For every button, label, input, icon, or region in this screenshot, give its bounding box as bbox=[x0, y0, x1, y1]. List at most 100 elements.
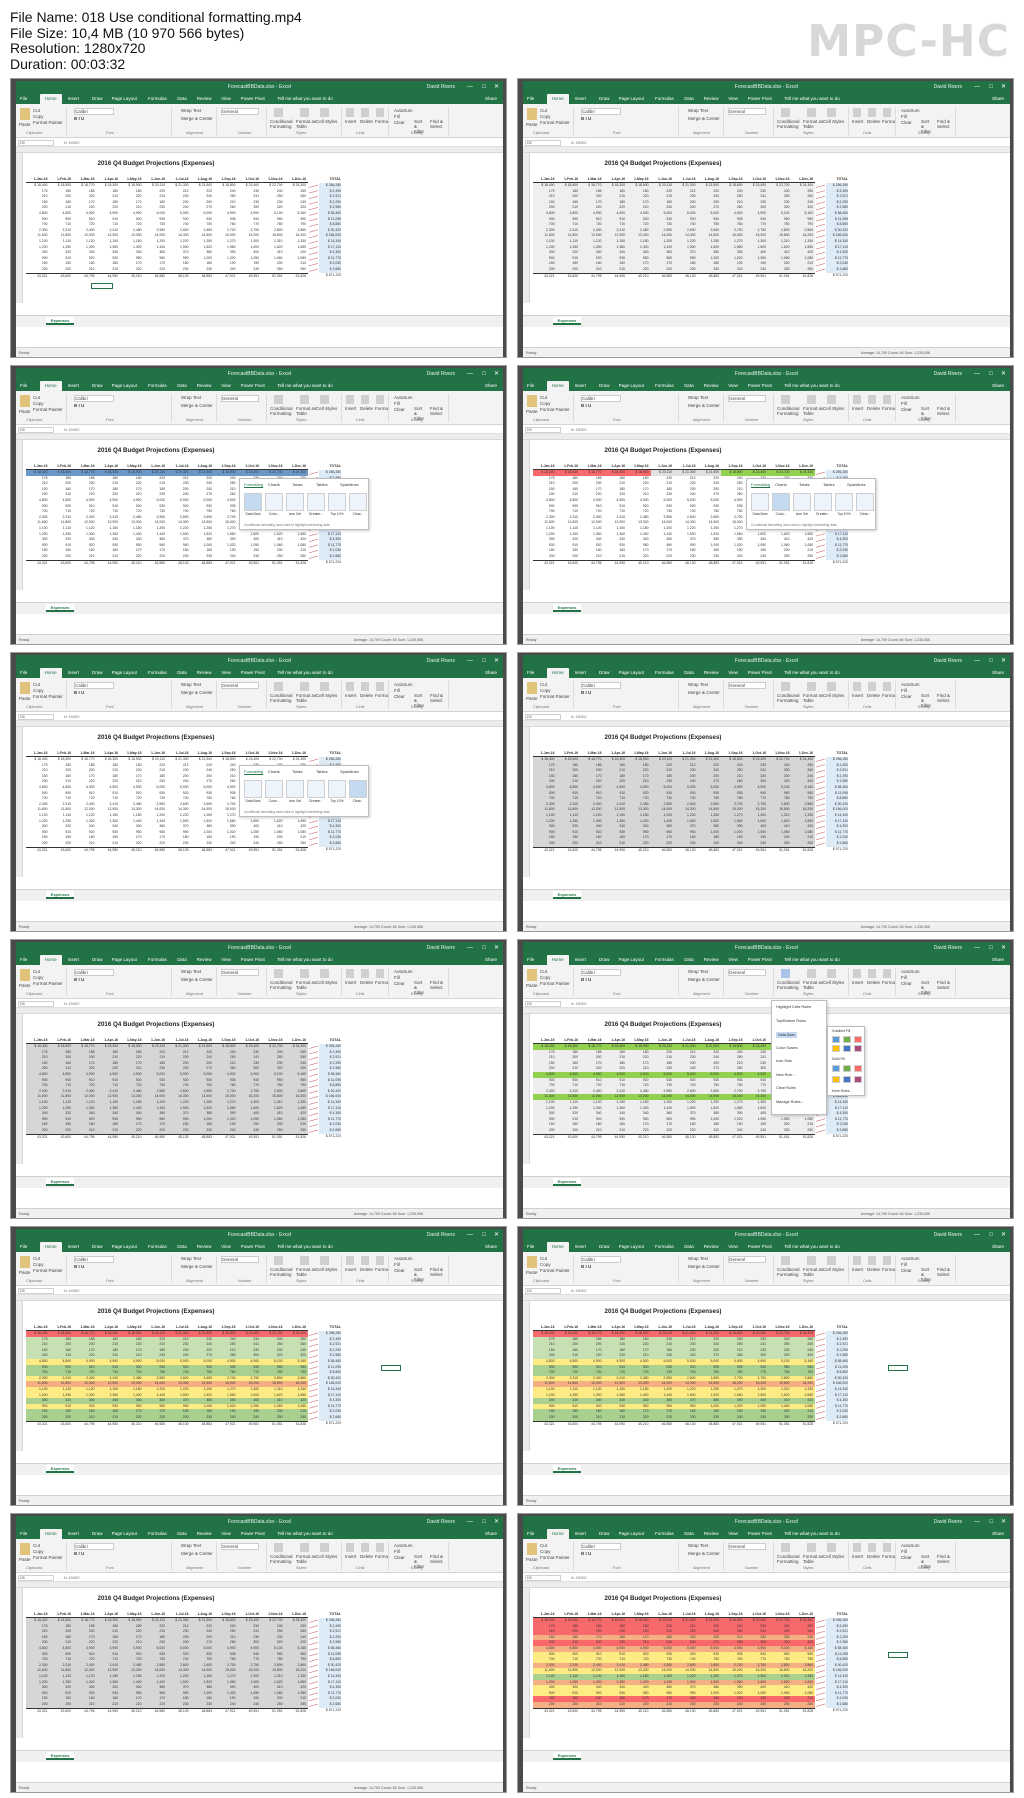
cell[interactable]: 1,100 bbox=[533, 812, 557, 819]
cell[interactable]: 190 bbox=[253, 835, 259, 840]
cell[interactable]: 4,900 bbox=[96, 1071, 120, 1078]
maximize-icon[interactable]: □ bbox=[989, 371, 993, 377]
cell[interactable]: 5,000 bbox=[674, 784, 698, 791]
cell[interactable]: 1,050 bbox=[744, 255, 768, 262]
cell[interactable]: 1,110 bbox=[49, 1386, 73, 1393]
cell[interactable]: 210 bbox=[88, 553, 95, 558]
sort-filter-button[interactable]: Sort & Filter bbox=[414, 1267, 424, 1282]
cell[interactable]: 240 bbox=[182, 779, 189, 784]
cell[interactable]: 1,300 bbox=[73, 1679, 97, 1686]
cell[interactable]: 380 bbox=[206, 824, 212, 829]
format-as-table-icon[interactable] bbox=[807, 969, 816, 978]
cell[interactable]: 43,600 bbox=[567, 560, 578, 565]
cell[interactable]: 2,480 bbox=[640, 514, 649, 519]
cell[interactable]: 710 bbox=[65, 509, 71, 514]
cell[interactable]: 320 bbox=[791, 779, 815, 785]
cell[interactable]: 400 bbox=[253, 824, 259, 829]
cell[interactable]: 200 bbox=[261, 1122, 285, 1128]
tab-review[interactable]: Review bbox=[703, 670, 719, 675]
cell[interactable]: $ 18,800 bbox=[721, 757, 745, 763]
cell[interactable]: 170 bbox=[642, 548, 649, 553]
total-cell[interactable]: $ 2,490 bbox=[319, 188, 341, 195]
cell[interactable]: 250 bbox=[768, 194, 792, 200]
cell[interactable]: 930 bbox=[159, 503, 165, 508]
cell[interactable]: 790 bbox=[300, 222, 306, 227]
cell[interactable]: 150 bbox=[26, 1347, 50, 1354]
cell[interactable]: 1,150 bbox=[603, 1386, 627, 1393]
paste-label[interactable]: Paste bbox=[19, 696, 31, 701]
cf-menu-item[interactable]: Color Scales bbox=[776, 1045, 798, 1050]
cell[interactable]: 14,500 bbox=[201, 807, 212, 812]
delete-button[interactable]: Delete bbox=[360, 693, 374, 698]
cell[interactable]: 11,600 bbox=[533, 807, 557, 813]
cell[interactable]: 200 bbox=[580, 1342, 604, 1348]
fill-button[interactable]: Fill bbox=[901, 401, 907, 406]
format-as-table-button[interactable]: Format as Table bbox=[296, 1267, 317, 1277]
cell[interactable]: 240 bbox=[674, 779, 698, 785]
total-cell[interactable]: $ 2,030 bbox=[319, 1122, 341, 1128]
cell[interactable]: 48,883 bbox=[201, 1708, 212, 1713]
cell[interactable]: 210 bbox=[721, 1634, 745, 1641]
cell[interactable]: 210 bbox=[49, 1640, 73, 1646]
cell[interactable]: 200 bbox=[556, 768, 580, 774]
cell[interactable]: 4,800 bbox=[556, 210, 580, 217]
insert-icon[interactable] bbox=[346, 682, 354, 691]
cell[interactable]: 1,560 bbox=[227, 244, 236, 249]
cell[interactable]: 1,400 bbox=[120, 1679, 144, 1686]
cell[interactable]: 1,100 bbox=[533, 1386, 557, 1393]
paste-icon[interactable] bbox=[20, 1256, 30, 1268]
cell[interactable]: 230 bbox=[674, 1629, 698, 1635]
quick-analysis-tab[interactable]: Totals bbox=[292, 482, 303, 487]
cell[interactable]: 1,180 bbox=[640, 525, 649, 530]
cell[interactable]: 180 bbox=[603, 773, 627, 780]
cell[interactable]: 12,000 bbox=[580, 807, 604, 813]
cell[interactable]: 150 bbox=[533, 773, 557, 780]
cell[interactable]: 46,580 bbox=[154, 1708, 165, 1713]
total-cell[interactable]: $ 8,850 bbox=[826, 1657, 848, 1663]
cell[interactable]: 150 bbox=[26, 1060, 50, 1067]
quick-analysis-option-icon[interactable] bbox=[772, 493, 790, 511]
cell[interactable]: 300 bbox=[533, 1398, 557, 1404]
cell[interactable]: 200 bbox=[88, 481, 95, 486]
cell[interactable]: 210 bbox=[284, 1696, 308, 1702]
cell[interactable]: 2,600 bbox=[167, 1662, 191, 1669]
formula-input[interactable]: fx 18400 bbox=[64, 140, 80, 145]
cell[interactable]: 990 bbox=[674, 1116, 698, 1123]
paste-icon[interactable] bbox=[527, 969, 537, 981]
cell[interactable]: 1,620 bbox=[768, 244, 792, 251]
cell[interactable]: 250 bbox=[300, 840, 306, 845]
cell[interactable]: 200 bbox=[206, 199, 212, 204]
total-cell[interactable]: $ 2,680 bbox=[319, 840, 341, 847]
sheet-tab-expenses[interactable]: Expenses bbox=[46, 1178, 74, 1186]
sheet-tab-expenses[interactable]: Expenses bbox=[46, 891, 74, 899]
cell[interactable]: 1,180 bbox=[133, 238, 142, 243]
cell[interactable]: 43,600 bbox=[60, 847, 71, 852]
cell[interactable]: 4,900 bbox=[73, 1071, 97, 1078]
cell[interactable]: 210 bbox=[791, 1696, 815, 1702]
cell[interactable]: 950 bbox=[768, 216, 792, 223]
cell[interactable]: 241 bbox=[744, 194, 768, 200]
cell[interactable]: 400 bbox=[237, 1111, 261, 1117]
cell[interactable]: 170 bbox=[580, 1634, 604, 1641]
cell[interactable]: 11,800 bbox=[556, 1094, 580, 1100]
cell[interactable]: 920 bbox=[580, 1403, 604, 1410]
cell[interactable]: 200 bbox=[768, 261, 792, 267]
cell[interactable]: 1,620 bbox=[261, 1679, 285, 1686]
cell[interactable]: 730 bbox=[650, 222, 674, 228]
cell[interactable]: 935 bbox=[229, 216, 236, 221]
cell[interactable]: $ 18,770 bbox=[73, 1044, 97, 1050]
total-cell[interactable]: $ 2,290 bbox=[826, 199, 848, 206]
cell[interactable]: 51,828 bbox=[295, 1134, 306, 1139]
cell[interactable]: 200 bbox=[556, 266, 580, 273]
merge-center-button[interactable]: Merge & Center bbox=[688, 116, 720, 121]
cell[interactable]: 1,620 bbox=[768, 1392, 792, 1399]
cell[interactable]: 185 bbox=[580, 1049, 604, 1056]
cell[interactable]: 240 bbox=[229, 553, 236, 558]
cell[interactable]: 5,000 bbox=[180, 784, 189, 789]
cell[interactable]: 1,110 bbox=[556, 1099, 580, 1106]
maximize-icon[interactable]: □ bbox=[482, 1232, 486, 1238]
format-icon[interactable] bbox=[883, 1543, 891, 1552]
tab-view[interactable]: View bbox=[728, 1531, 738, 1536]
cell[interactable]: 1,500 bbox=[674, 1679, 698, 1686]
cell[interactable]: 1,150 bbox=[603, 812, 627, 819]
